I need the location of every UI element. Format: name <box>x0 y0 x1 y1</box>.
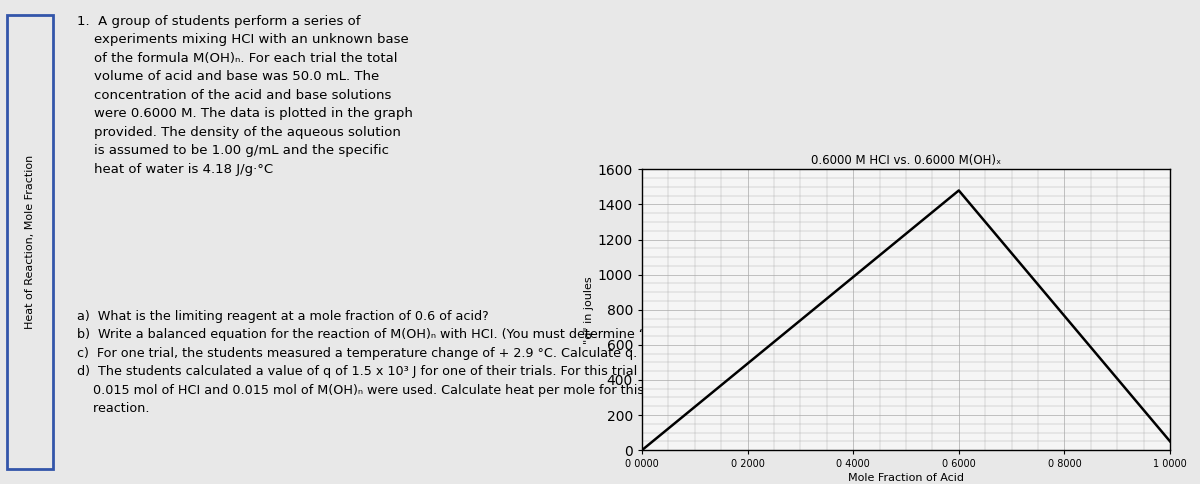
Y-axis label: "q" in joules: "q" in joules <box>583 276 594 344</box>
Bar <box>7 15 53 469</box>
Title: 0.6000 M HCI vs. 0.6000 M(OH)ₓ: 0.6000 M HCI vs. 0.6000 M(OH)ₓ <box>811 154 1001 167</box>
Text: a)  What is the limiting reagent at a mole fraction of 0.6 of acid?
b)  Write a : a) What is the limiting reagent at a mol… <box>77 310 664 415</box>
X-axis label: Mole Fraction of Acid: Mole Fraction of Acid <box>848 473 964 484</box>
Text: 1.  A group of students perform a series of
    experiments mixing HCI with an u: 1. A group of students perform a series … <box>77 15 413 176</box>
Text: Heat of Reaction, Mole Fraction: Heat of Reaction, Mole Fraction <box>25 155 35 329</box>
